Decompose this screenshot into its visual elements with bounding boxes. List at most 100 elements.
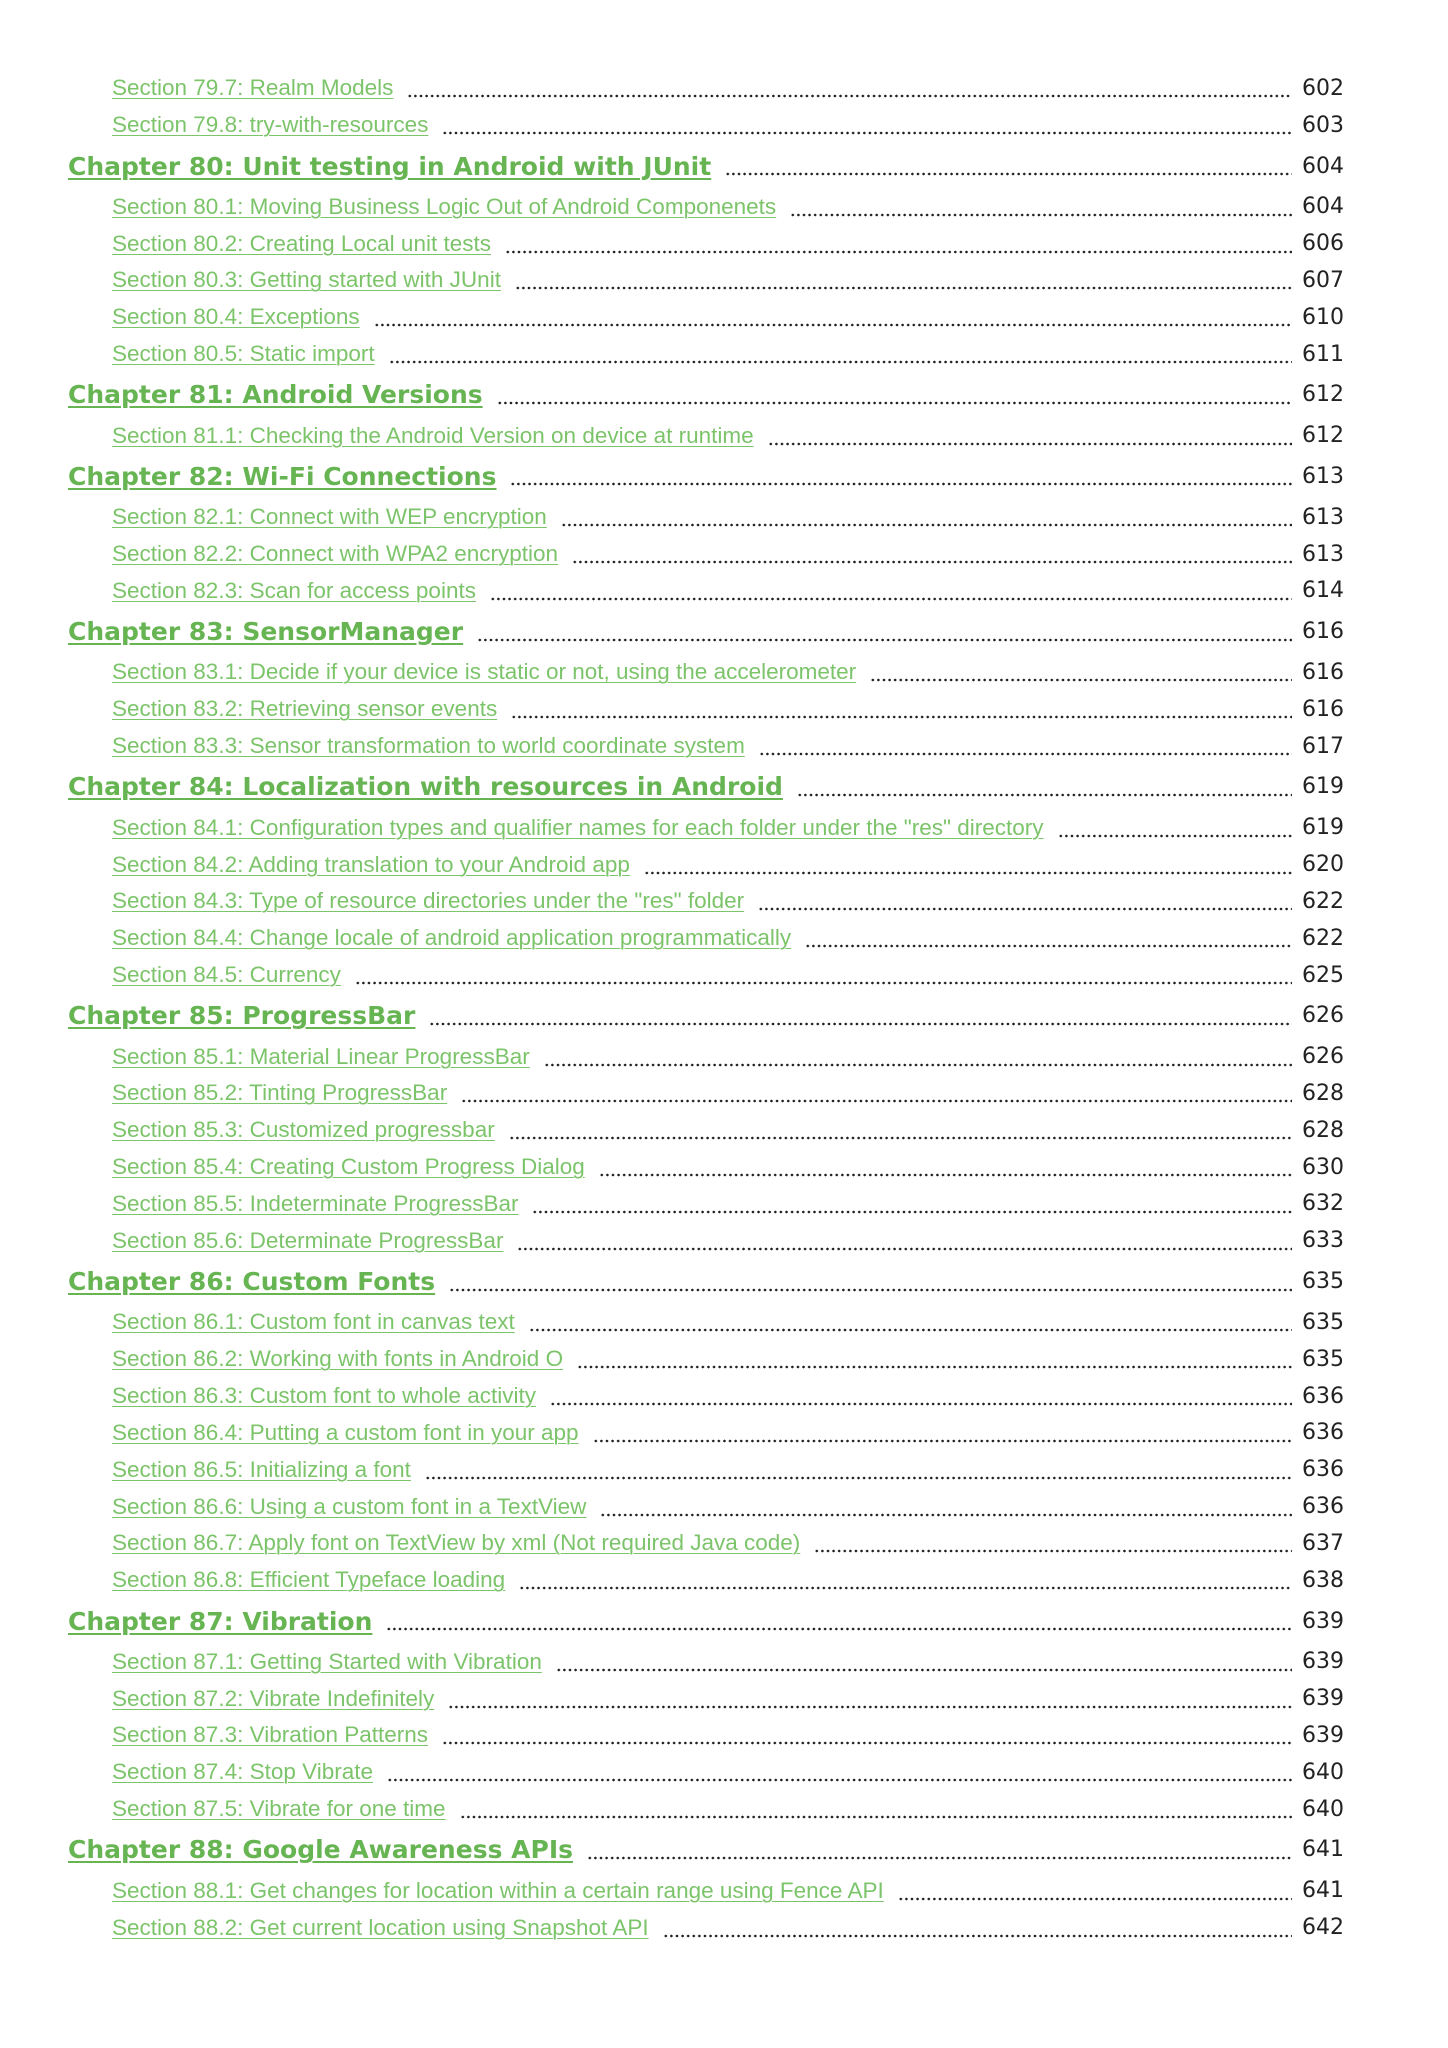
dot-leader xyxy=(790,212,1292,217)
section-link[interactable]: Section 87.5: Vibrate for one time xyxy=(112,1796,446,1822)
page-number: 616 xyxy=(1302,696,1344,722)
toc-chapter-entry: Chapter 86: Custom Fonts 635 xyxy=(68,1259,1348,1304)
chapter-link[interactable]: Chapter 87: Vibration xyxy=(68,1606,373,1636)
section-link[interactable]: Section 87.1: Getting Started with Vibra… xyxy=(112,1648,542,1674)
dot-leader xyxy=(643,870,1292,875)
section-link[interactable]: Section 85.2: Tinting ProgressBar xyxy=(112,1080,448,1106)
section-link[interactable]: Section 86.1: Custom font in canvas text xyxy=(112,1309,515,1335)
toc-chapter-entry: Chapter 87: Vibration 639 xyxy=(68,1599,1348,1644)
chapter-link[interactable]: Chapter 80: Unit testing in Android with… xyxy=(68,151,712,181)
page-number: 639 xyxy=(1302,1649,1344,1675)
dot-leader xyxy=(598,1173,1292,1178)
section-link[interactable]: Section 85.6: Determinate ProgressBar xyxy=(112,1227,504,1253)
section-link[interactable]: Section 80.3: Getting started with JUnit xyxy=(112,267,501,293)
section-link[interactable]: Section 83.3: Sensor transformation to w… xyxy=(112,733,745,759)
dot-leader xyxy=(386,1627,1292,1631)
dot-leader xyxy=(504,249,1292,254)
toc-section-entry: Section 85.3: Customized progressbar 628 xyxy=(68,1112,1348,1149)
dot-leader xyxy=(511,715,1292,720)
section-link[interactable]: Section 84.1: Configuration types and qu… xyxy=(112,814,1044,840)
section-link[interactable]: Section 85.5: Indeterminate ProgressBar xyxy=(112,1190,519,1216)
page-number: 630 xyxy=(1302,1154,1344,1180)
section-link[interactable]: Section 87.2: Vibrate Indefinitely xyxy=(112,1685,435,1711)
page-number: 641 xyxy=(1302,1837,1344,1863)
section-link[interactable]: Section 79.7: Realm Models xyxy=(112,75,394,101)
section-link[interactable]: Section 86.8: Efficient Typeface loading xyxy=(112,1567,506,1593)
page-number: 612 xyxy=(1302,423,1344,449)
dot-leader xyxy=(519,1586,1292,1591)
toc-section-entry: Section 83.3: Sensor transformation to w… xyxy=(68,728,1348,765)
toc-section-entry: Section 86.5: Initializing a font 636 xyxy=(68,1451,1348,1488)
page-number: 639 xyxy=(1302,1608,1344,1634)
toc-section-entry: Section 85.5: Indeterminate ProgressBar 6… xyxy=(68,1186,1348,1223)
section-link[interactable]: Section 88.1: Get changes for location w… xyxy=(112,1877,884,1903)
section-link[interactable]: Section 84.5: Currency xyxy=(112,962,341,988)
section-link[interactable]: Section 83.1: Decide if your device is s… xyxy=(112,659,857,685)
chapter-link[interactable]: Chapter 86: Custom Fonts xyxy=(68,1267,436,1297)
dot-leader xyxy=(549,1402,1292,1407)
section-link[interactable]: Section 86.4: Putting a custom font in y… xyxy=(112,1419,579,1445)
toc-chapter-entry: Chapter 83: SensorManager 616 xyxy=(68,609,1348,654)
section-link[interactable]: Section 84.2: Adding translation to your… xyxy=(112,851,630,877)
toc-section-entry: Section 80.5: Static import 611 xyxy=(68,336,1348,373)
toc-section-entry: Section 80.2: Creating Local unit tests 6… xyxy=(68,225,1348,262)
section-link[interactable]: Section 83.2: Retrieving sensor events xyxy=(112,696,498,722)
dot-leader xyxy=(805,944,1292,949)
section-link[interactable]: Section 88.2: Get current location using… xyxy=(112,1914,649,1940)
section-link[interactable]: Section 79.8: try-with-resources xyxy=(112,112,429,138)
dot-leader xyxy=(897,1896,1292,1901)
page-number: 636 xyxy=(1302,1383,1344,1409)
page-number: 628 xyxy=(1302,1080,1344,1106)
toc-section-entry: Section 79.8: try-with-resources 603 xyxy=(68,107,1348,144)
page-number: 626 xyxy=(1302,1044,1344,1070)
dot-leader xyxy=(758,752,1292,757)
chapter-link[interactable]: Chapter 88: Google Awareness APIs xyxy=(68,1835,574,1865)
section-link[interactable]: Section 84.4: Change locale of android a… xyxy=(112,925,792,951)
section-link[interactable]: Section 81.1: Checking the Android Versi… xyxy=(112,422,754,448)
page-number: 620 xyxy=(1302,852,1344,878)
chapter-link[interactable]: Chapter 84: Localization with resources … xyxy=(68,772,783,802)
section-link[interactable]: Section 85.1: Material Linear ProgressBa… xyxy=(112,1043,530,1069)
dot-leader xyxy=(489,596,1292,601)
toc-section-entry: Section 84.5: Currency 625 xyxy=(68,957,1348,994)
chapter-link[interactable]: Chapter 85: ProgressBar xyxy=(68,1001,416,1031)
toc-section-entry: Section 85.2: Tinting ProgressBar 628 xyxy=(68,1075,1348,1112)
page-number: 639 xyxy=(1302,1722,1344,1748)
section-link[interactable]: Section 80.2: Creating Local unit tests xyxy=(112,230,491,256)
chapter-link[interactable]: Chapter 81: Android Versions xyxy=(68,380,483,410)
toc-chapter-entry: Chapter 88: Google Awareness APIs 641 xyxy=(68,1828,1348,1873)
dot-leader xyxy=(1057,833,1292,838)
section-link[interactable]: Section 87.3: Vibration Patterns xyxy=(112,1722,429,1748)
toc-chapter-entry: Chapter 81: Android Versions 612 xyxy=(68,373,1348,418)
section-link[interactable]: Section 86.3: Custom font to whole activ… xyxy=(112,1383,536,1409)
section-link[interactable]: Section 86.2: Working with fonts in Andr… xyxy=(112,1346,564,1372)
section-link[interactable]: Section 86.5: Initializing a font xyxy=(112,1456,411,1482)
section-link[interactable]: Section 82.1: Connect with WEP encryptio… xyxy=(112,504,547,530)
page-number: 632 xyxy=(1302,1191,1344,1217)
page-number: 637 xyxy=(1302,1530,1344,1556)
toc-section-entry: Section 82.2: Connect with WPA2 encrypti… xyxy=(68,536,1348,573)
section-link[interactable]: Section 82.3: Scan for access points xyxy=(112,577,476,603)
section-link[interactable]: Section 82.2: Connect with WPA2 encrypti… xyxy=(112,541,559,567)
section-link[interactable]: Section 86.7: Apply font on TextView by … xyxy=(112,1530,801,1556)
section-link[interactable]: Section 86.6: Using a custom font in a T… xyxy=(112,1493,587,1519)
section-link[interactable]: Section 84.3: Type of resource directori… xyxy=(112,888,745,914)
dot-leader xyxy=(725,172,1292,177)
toc-section-entry: Section 80.3: Getting started with JUnit… xyxy=(68,262,1348,299)
section-link[interactable]: Section 80.4: Exceptions xyxy=(112,304,360,330)
dot-leader xyxy=(600,1512,1292,1517)
section-link[interactable]: Section 80.5: Static import xyxy=(112,341,375,367)
section-link[interactable]: Section 87.4: Stop Vibrate xyxy=(112,1759,374,1785)
toc-section-entry: Section 87.5: Vibrate for one time 640 xyxy=(68,1791,1348,1828)
chapter-link[interactable]: Chapter 83: SensorManager xyxy=(68,617,464,647)
toc-section-entry: Section 80.4: Exceptions 610 xyxy=(68,299,1348,336)
page-number: 626 xyxy=(1302,1003,1344,1029)
page-number: 612 xyxy=(1302,382,1344,408)
dot-leader xyxy=(442,1741,1292,1746)
page-number: 636 xyxy=(1302,1494,1344,1520)
chapter-link[interactable]: Chapter 82: Wi-Fi Connections xyxy=(68,461,497,491)
page-number: 604 xyxy=(1302,153,1344,179)
section-link[interactable]: Section 80.1: Moving Business Logic Out … xyxy=(112,193,777,219)
section-link[interactable]: Section 85.3: Customized progressbar xyxy=(112,1117,495,1143)
section-link[interactable]: Section 85.4: Creating Custom Progress D… xyxy=(112,1154,585,1180)
